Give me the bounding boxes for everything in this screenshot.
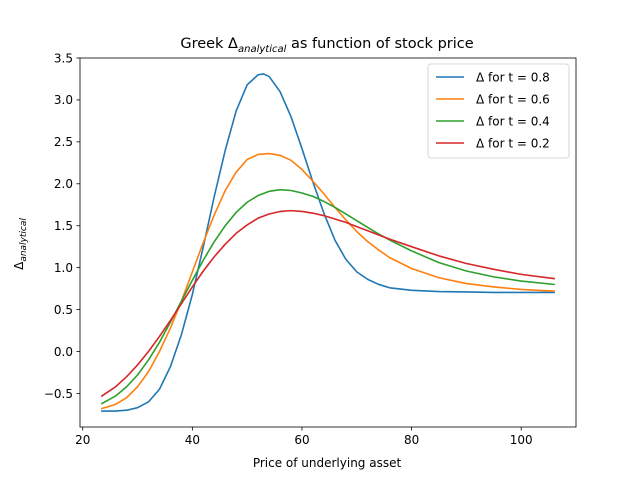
x-axis-label: Price of underlying asset	[253, 456, 402, 470]
y-tick-label: 0.5	[54, 303, 73, 317]
y-tick-label: 0.0	[54, 345, 73, 359]
legend-label-4: Δ for t = 0.2	[476, 136, 550, 150]
chart-title-suffix: as function of stock price	[286, 36, 473, 52]
series-line-3	[100, 188, 555, 405]
x-tick-label: 40	[185, 433, 200, 447]
legend-label-2: Δ for t = 0.6	[476, 92, 550, 106]
y-tick-label: 2.0	[54, 177, 73, 191]
series-line-4	[100, 209, 555, 398]
y-axis-label-main: Δ	[12, 261, 26, 270]
x-tick-label: 80	[404, 433, 419, 447]
legend-label-3: Δ for t = 0.4	[476, 114, 550, 128]
series-line-1	[101, 73, 555, 412]
x-tick-label: 20	[75, 433, 90, 447]
x-tick-label: 100	[510, 433, 533, 447]
y-tick-label: 2.5	[54, 135, 73, 149]
y-axis-label: Δanalytical	[12, 218, 29, 270]
axes-frame	[79, 57, 577, 428]
chart-title: Greek Δanalytical as function of stock p…	[180, 36, 473, 55]
y-tick-label: 1.0	[54, 261, 73, 275]
y-tick-label: 3.5	[54, 51, 73, 65]
legend: Δ for t = 0.8 Δ for t = 0.6 Δ for t = 0.4 Δ…	[427, 63, 570, 159]
y-tick-label: 3.0	[54, 93, 73, 107]
plot-area: 20 40 60 80 100 −0.5 0.0 0.5 1.0 1.5 2.0 2.5 3.0 3.5	[44, 51, 577, 447]
chart-title-prefix: Greek Δ	[180, 36, 238, 52]
series-line-2	[100, 152, 555, 410]
y-tick-label: −0.5	[44, 387, 73, 401]
chart-title-subscript: analytical	[238, 44, 287, 55]
x-tick-label: 60	[294, 433, 309, 447]
y-tick-label: 1.5	[54, 219, 73, 233]
legend-box	[427, 63, 570, 159]
y-axis-label-subscript: analytical	[19, 218, 29, 262]
legend-label-1: Δ for t = 0.8	[476, 70, 550, 84]
